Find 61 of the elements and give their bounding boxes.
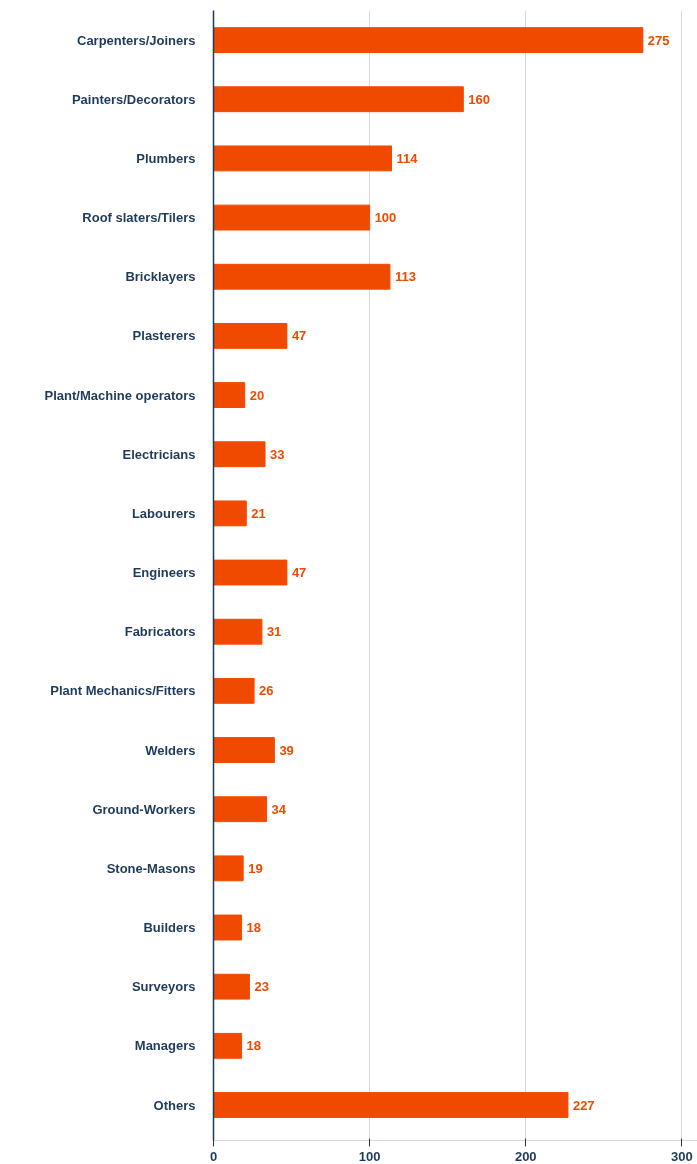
data-label: 160 xyxy=(468,91,491,107)
y-tick-label: Plant Mechanics/Fitters xyxy=(50,683,196,699)
y-tick-label: Electricians xyxy=(122,446,196,462)
data-label: 114 xyxy=(396,150,419,166)
data-label: 275 xyxy=(647,32,670,48)
bar xyxy=(213,500,247,527)
data-label: 21 xyxy=(251,505,266,521)
y-tick-label: Carpenters/Joiners xyxy=(77,32,196,48)
y-tick-label: Plumbers xyxy=(136,150,196,166)
bar xyxy=(213,441,266,468)
y-tick-label: Plasterers xyxy=(132,328,196,344)
data-label: 100 xyxy=(374,210,397,226)
data-label: 19 xyxy=(248,860,263,876)
bar xyxy=(213,973,250,1000)
x-tick-label: 300 xyxy=(671,1148,693,1164)
x-tick-label: 100 xyxy=(358,1148,381,1164)
bar xyxy=(213,145,392,172)
bar xyxy=(213,204,371,231)
data-label: 26 xyxy=(259,683,274,699)
y-tick-label: Labourers xyxy=(131,505,196,521)
data-label: 34 xyxy=(271,801,287,817)
bar xyxy=(213,86,464,113)
bar xyxy=(213,855,244,882)
y-tick-label: Builders xyxy=(143,920,196,936)
y-tick-label: Others xyxy=(153,1097,196,1113)
x-tick-label: 200 xyxy=(514,1148,537,1164)
data-label: 47 xyxy=(291,328,307,344)
y-tick-label: Painters/Decorators xyxy=(71,91,196,107)
y-tick-label: Welders xyxy=(145,742,196,758)
data-label: 47 xyxy=(291,565,307,581)
y-tick-label: Managers xyxy=(134,1038,196,1054)
data-label: 33 xyxy=(270,446,285,462)
data-label: 18 xyxy=(246,1038,262,1054)
data-label: 113 xyxy=(394,269,416,285)
y-tick-label: Bricklayers xyxy=(125,269,196,285)
y-tick-label: Engineers xyxy=(132,565,196,581)
data-label: 20 xyxy=(249,387,265,403)
y-tick-label: Surveyors xyxy=(131,979,196,995)
data-label: 31 xyxy=(266,624,282,640)
bar xyxy=(213,382,246,408)
bar xyxy=(213,27,644,54)
y-tick-label: Roof slaters/Tilers xyxy=(82,210,196,226)
data-label: 18 xyxy=(246,920,262,936)
bar xyxy=(213,322,288,349)
y-tick-label: Ground-Workers xyxy=(92,801,196,817)
bar xyxy=(213,618,263,645)
data-label: 227 xyxy=(572,1097,595,1113)
bar xyxy=(213,263,391,290)
y-tick-label: Fabricators xyxy=(124,624,196,640)
bar xyxy=(213,914,243,941)
bar xyxy=(213,677,255,704)
y-tick-label: Stone-Masons xyxy=(106,860,196,876)
bar xyxy=(213,1092,569,1118)
bar xyxy=(213,1032,243,1059)
bar xyxy=(213,559,288,586)
data-label: 23 xyxy=(254,979,269,995)
data-label: 39 xyxy=(279,742,294,758)
x-tick-label: 0 xyxy=(209,1148,218,1164)
bar xyxy=(213,737,275,763)
bar xyxy=(213,796,268,823)
y-tick-label: Plant/Machine operators xyxy=(44,387,196,403)
